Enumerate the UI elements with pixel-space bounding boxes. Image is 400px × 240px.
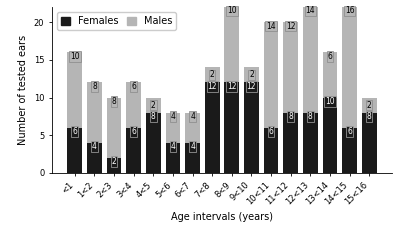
Text: 8: 8 <box>308 112 313 121</box>
Text: 6: 6 <box>72 127 77 136</box>
Text: 14: 14 <box>266 22 276 30</box>
Bar <box>68 128 82 173</box>
Text: 16: 16 <box>345 6 354 15</box>
Text: 12: 12 <box>227 82 236 91</box>
X-axis label: Age intervals (years): Age intervals (years) <box>171 212 273 222</box>
Bar <box>107 158 122 173</box>
Text: 4: 4 <box>170 112 175 121</box>
Bar <box>87 83 102 143</box>
Text: 8: 8 <box>288 112 293 121</box>
Text: 2: 2 <box>210 71 214 79</box>
Bar <box>126 83 141 128</box>
Bar <box>342 7 357 128</box>
Text: 10: 10 <box>70 52 80 61</box>
Bar <box>224 83 239 173</box>
Text: 6: 6 <box>131 82 136 91</box>
Text: 6: 6 <box>269 127 274 136</box>
Bar <box>146 113 161 173</box>
Bar <box>303 7 318 113</box>
Bar <box>303 113 318 173</box>
Bar <box>264 128 278 173</box>
Text: 2: 2 <box>112 157 116 166</box>
Bar <box>342 128 357 173</box>
Text: 14: 14 <box>306 6 315 15</box>
Bar <box>322 97 337 173</box>
Bar <box>146 97 161 113</box>
Bar <box>205 67 220 83</box>
Legend: Females, Males: Females, Males <box>57 12 176 30</box>
Bar <box>362 113 376 173</box>
Text: 8: 8 <box>112 97 116 106</box>
Bar <box>166 113 180 143</box>
Bar <box>224 7 239 83</box>
Text: 6: 6 <box>328 52 332 61</box>
Text: 12: 12 <box>286 22 296 30</box>
Text: 2: 2 <box>367 101 372 109</box>
Text: 8: 8 <box>367 112 372 121</box>
Bar <box>185 143 200 173</box>
Text: 12: 12 <box>247 82 256 91</box>
Bar <box>283 22 298 113</box>
Text: 4: 4 <box>190 112 195 121</box>
Text: 6: 6 <box>131 127 136 136</box>
Bar <box>362 97 376 113</box>
Text: 6: 6 <box>347 127 352 136</box>
Bar <box>244 67 259 83</box>
Bar <box>166 143 180 173</box>
Text: 4: 4 <box>170 142 175 151</box>
Bar <box>322 52 337 97</box>
Text: 4: 4 <box>190 142 195 151</box>
Bar <box>244 83 259 173</box>
Text: 4: 4 <box>92 142 97 151</box>
Bar <box>264 22 278 128</box>
Text: 8: 8 <box>92 82 97 91</box>
Bar <box>87 143 102 173</box>
Text: 2: 2 <box>249 71 254 79</box>
Text: 10: 10 <box>325 97 335 106</box>
Bar <box>68 52 82 128</box>
Text: 8: 8 <box>151 112 156 121</box>
Y-axis label: Number of tested ears: Number of tested ears <box>18 35 28 145</box>
Bar <box>205 83 220 173</box>
Bar <box>126 128 141 173</box>
Bar <box>185 113 200 143</box>
Text: 2: 2 <box>151 101 156 109</box>
Text: 10: 10 <box>227 6 237 15</box>
Bar <box>107 97 122 158</box>
Text: 12: 12 <box>208 82 217 91</box>
Bar <box>283 113 298 173</box>
